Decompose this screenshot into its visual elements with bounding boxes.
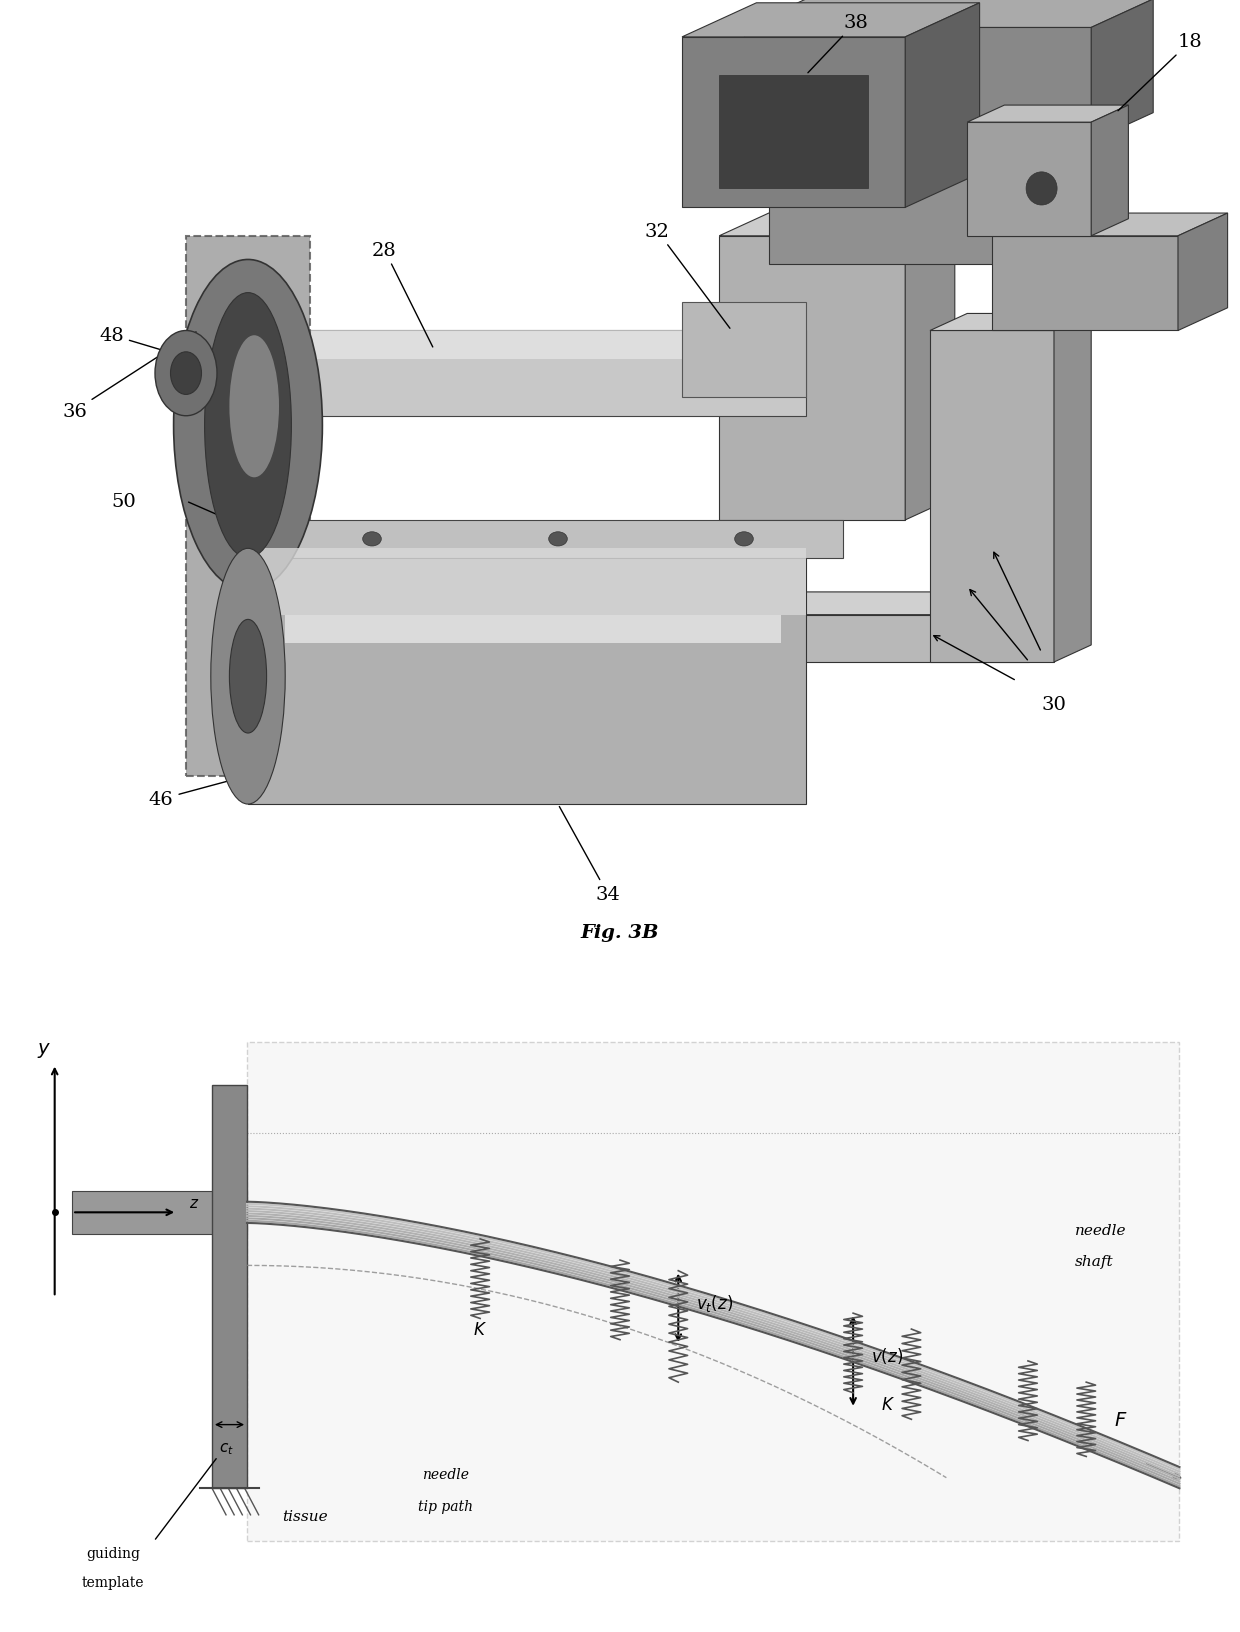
Polygon shape — [1091, 0, 1153, 142]
Polygon shape — [992, 237, 1178, 331]
Polygon shape — [1091, 106, 1128, 237]
Text: 32: 32 — [645, 222, 730, 330]
Polygon shape — [769, 122, 1042, 264]
Polygon shape — [719, 237, 905, 521]
Polygon shape — [719, 214, 955, 237]
Polygon shape — [719, 592, 1079, 615]
Text: $F$: $F$ — [1115, 1410, 1128, 1428]
Text: shaft: shaft — [1075, 1255, 1114, 1268]
Polygon shape — [248, 548, 806, 615]
Text: $v_t(z)$: $v_t(z)$ — [696, 1293, 733, 1314]
Text: needle: needle — [1075, 1222, 1126, 1237]
Text: 34: 34 — [559, 806, 620, 902]
Polygon shape — [905, 3, 980, 209]
Polygon shape — [72, 1191, 247, 1234]
Polygon shape — [682, 38, 905, 209]
Text: $c_t$: $c_t$ — [218, 1441, 233, 1456]
Polygon shape — [992, 214, 1228, 237]
Text: 50: 50 — [112, 493, 136, 511]
Polygon shape — [719, 615, 1029, 663]
Text: 38: 38 — [808, 15, 868, 73]
Polygon shape — [186, 331, 806, 416]
Ellipse shape — [362, 532, 382, 547]
Text: 48: 48 — [99, 326, 221, 369]
Polygon shape — [212, 1085, 247, 1488]
Ellipse shape — [229, 336, 279, 478]
Polygon shape — [186, 237, 310, 777]
Text: 46: 46 — [149, 777, 246, 808]
Text: $y$: $y$ — [37, 1041, 51, 1059]
Polygon shape — [719, 75, 868, 189]
Text: guiding: guiding — [86, 1547, 140, 1560]
Ellipse shape — [549, 532, 567, 547]
Ellipse shape — [174, 259, 322, 591]
Text: 28: 28 — [372, 242, 433, 348]
Ellipse shape — [211, 548, 285, 805]
Text: $v(z)$: $v(z)$ — [870, 1345, 903, 1364]
Text: template: template — [82, 1575, 144, 1590]
Ellipse shape — [171, 353, 201, 395]
Polygon shape — [248, 548, 806, 805]
Polygon shape — [967, 122, 1091, 237]
Ellipse shape — [155, 331, 217, 416]
Polygon shape — [1042, 95, 1104, 264]
Polygon shape — [769, 95, 1104, 122]
Text: 30: 30 — [1042, 695, 1066, 713]
Polygon shape — [273, 521, 843, 558]
Polygon shape — [744, 28, 1091, 142]
Text: $z$: $z$ — [188, 1196, 200, 1211]
Polygon shape — [1054, 315, 1091, 663]
Polygon shape — [247, 1043, 1179, 1541]
Text: tip path: tip path — [418, 1498, 472, 1513]
Polygon shape — [967, 106, 1128, 122]
Polygon shape — [186, 331, 806, 359]
Polygon shape — [285, 615, 781, 643]
Text: 18: 18 — [1118, 33, 1203, 111]
Polygon shape — [930, 315, 1091, 331]
Text: $K$: $K$ — [474, 1322, 487, 1338]
Text: tissue: tissue — [283, 1510, 329, 1523]
Polygon shape — [905, 214, 955, 521]
Polygon shape — [744, 0, 1153, 28]
Polygon shape — [1178, 214, 1228, 331]
Ellipse shape — [734, 532, 754, 547]
Text: $K$: $K$ — [882, 1395, 895, 1413]
Text: Fig. 3B: Fig. 3B — [580, 924, 660, 942]
Text: needle: needle — [422, 1467, 469, 1480]
Ellipse shape — [1027, 173, 1058, 206]
Polygon shape — [930, 331, 1054, 663]
Polygon shape — [682, 304, 806, 398]
Text: 36: 36 — [62, 333, 196, 421]
Ellipse shape — [205, 294, 291, 558]
Polygon shape — [682, 3, 980, 38]
Polygon shape — [1029, 592, 1079, 663]
Ellipse shape — [229, 620, 267, 734]
